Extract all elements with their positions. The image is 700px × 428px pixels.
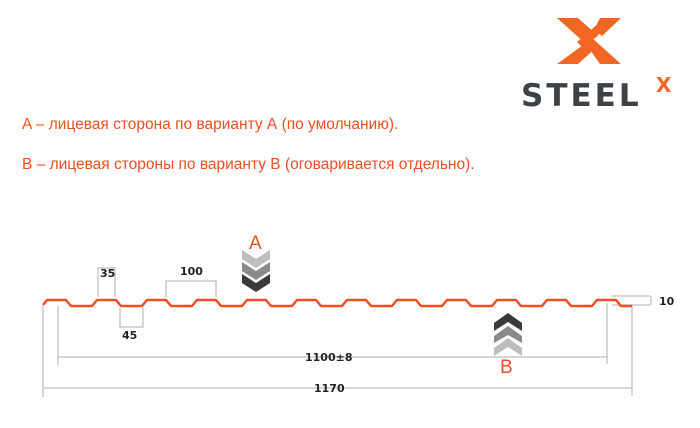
- side-a-arrow-icon: [242, 250, 270, 292]
- dimension-lines: [42, 267, 652, 397]
- logo-superscript: X: [656, 73, 672, 97]
- dim-useful-width: 1100±8: [305, 351, 353, 364]
- dim-top-width: 35: [100, 267, 115, 280]
- dim-total-width: 1170: [314, 382, 345, 395]
- note-side-a: A – лицевая сторона по варианту А (по ум…: [22, 116, 399, 133]
- steelx-logo: STEEL X: [521, 18, 672, 114]
- dim-pitch: 100: [180, 265, 203, 278]
- label-side-b: B: [500, 357, 513, 378]
- label-side-a: A: [249, 233, 262, 254]
- note-side-b: В – лицевая стороны по варианту В (огова…: [22, 156, 475, 173]
- side-b-arrow-icon: [494, 313, 522, 356]
- sheet-profile: [42, 298, 632, 308]
- dim-bottom-width: 45: [122, 329, 137, 342]
- logo-x-icon: [557, 18, 621, 64]
- logo-text: STEEL: [521, 78, 642, 114]
- dim-height: 10: [659, 295, 675, 308]
